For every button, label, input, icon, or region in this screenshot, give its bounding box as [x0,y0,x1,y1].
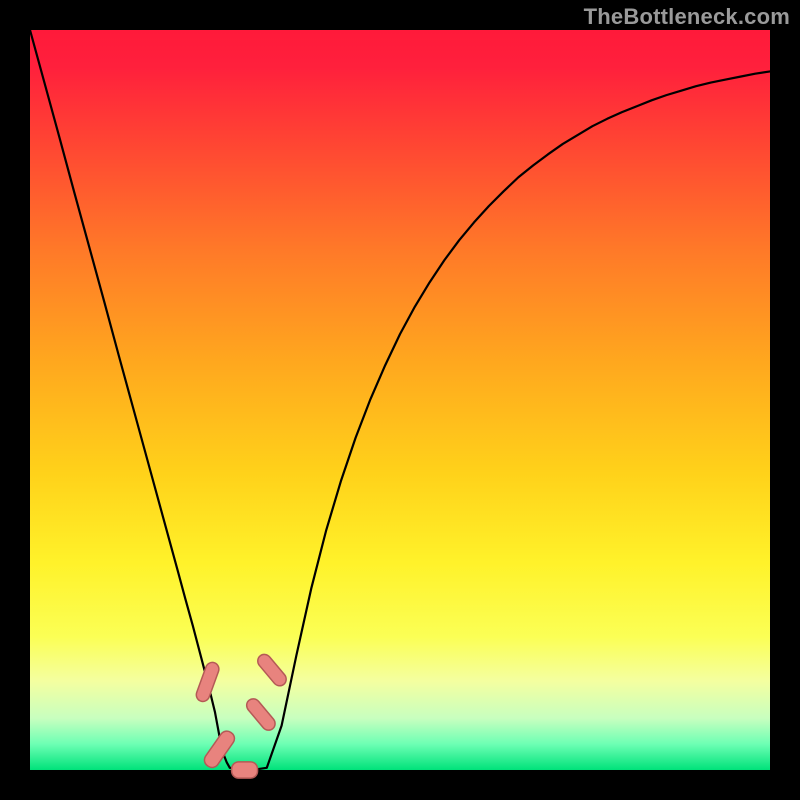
watermark-text: TheBottleneck.com [584,4,790,30]
gradient-panel [30,30,770,770]
chart-stage: TheBottleneck.com [0,0,800,800]
marker-pill-2 [232,762,258,778]
bottleneck-curve-chart [0,0,800,800]
